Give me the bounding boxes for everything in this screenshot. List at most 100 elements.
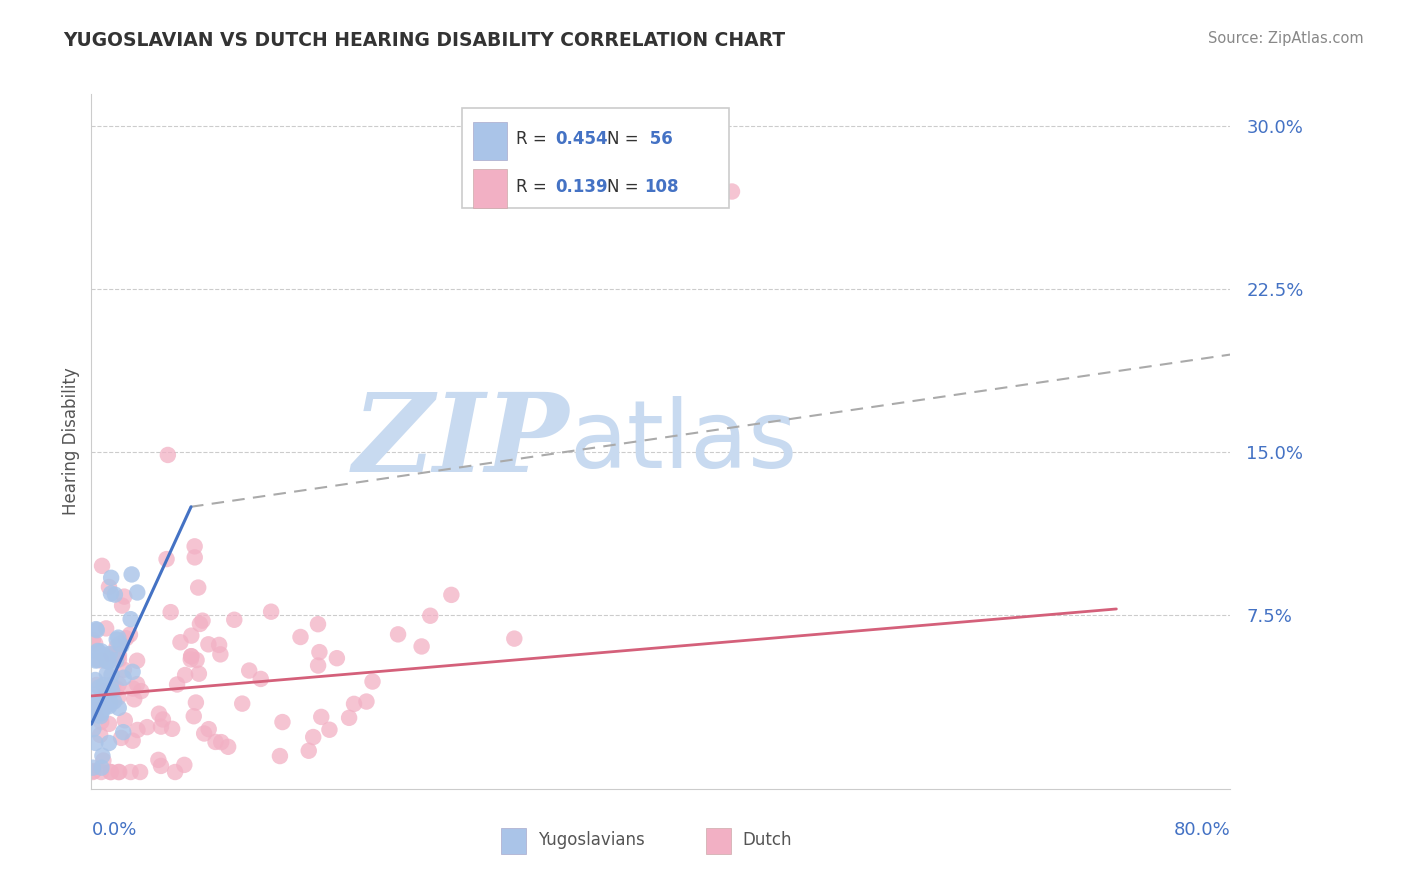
Point [110, 639, 132, 653]
Point [165, 764, 187, 780]
Point [120, 612, 142, 626]
Point [112, 663, 135, 677]
Text: atlas: atlas [569, 395, 799, 488]
Text: Source: ZipAtlas.com: Source: ZipAtlas.com [1208, 31, 1364, 46]
Point [180, 649, 202, 664]
Point [105, 640, 128, 654]
Text: N =: N = [607, 130, 644, 148]
Point [197, 722, 219, 736]
Point [148, 753, 170, 767]
Point [100, 586, 122, 600]
Point [82, 632, 104, 647]
Point [193, 726, 215, 740]
Point [87, 681, 110, 695]
Point [83, 764, 105, 778]
Point [90, 764, 112, 780]
Point [84, 622, 107, 636]
Point [93, 754, 115, 768]
Point [82, 703, 104, 717]
Point [127, 723, 149, 737]
Point [90, 714, 112, 729]
Point [108, 652, 131, 666]
Point [98, 647, 121, 661]
Point [169, 635, 191, 649]
Point [318, 723, 340, 737]
Point [84, 707, 107, 722]
Point [90, 644, 112, 658]
Point [183, 709, 205, 723]
Point [160, 722, 183, 736]
Point [104, 588, 127, 602]
Point [98, 736, 121, 750]
Point [93, 678, 115, 692]
Point [97, 580, 120, 594]
Point [97, 717, 120, 731]
Point [82, 722, 104, 736]
Point [107, 701, 129, 715]
Point [83, 701, 105, 715]
Point [107, 631, 129, 645]
Point [150, 759, 173, 773]
Point [269, 749, 291, 764]
Text: 80.0%: 80.0% [1174, 821, 1230, 838]
Point [91, 694, 114, 708]
Text: 56: 56 [644, 130, 672, 148]
Point [108, 637, 131, 651]
Point [105, 632, 128, 647]
Text: YUGOSLAVIAN VS DUTCH HEARING DISABILITY CORRELATION CHART: YUGOSLAVIAN VS DUTCH HEARING DISABILITY … [63, 31, 786, 50]
Point [197, 637, 219, 651]
Point [121, 665, 143, 679]
Point [90, 761, 112, 775]
Point [107, 764, 129, 780]
Point [89, 706, 111, 720]
Point [90, 697, 112, 711]
Point [86, 644, 108, 658]
Point [82, 764, 104, 780]
Point [125, 677, 148, 691]
Point [91, 748, 114, 763]
Point [188, 617, 211, 632]
Point [337, 711, 360, 725]
Point [208, 638, 231, 652]
Point [356, 694, 378, 708]
Point [82, 761, 104, 775]
Point [260, 605, 283, 619]
Point [166, 677, 188, 691]
Text: 0.454: 0.454 [555, 130, 607, 148]
Point [136, 720, 159, 734]
Point [180, 649, 202, 664]
Point [152, 713, 174, 727]
Point [118, 627, 141, 641]
Point [187, 581, 209, 595]
Point [100, 764, 122, 780]
Point [84, 653, 107, 667]
Text: 0.0%: 0.0% [91, 821, 136, 838]
Point [105, 653, 128, 667]
Point [326, 651, 349, 665]
Point [183, 539, 205, 553]
Point [87, 645, 110, 659]
Point [309, 710, 332, 724]
Point [110, 731, 132, 745]
Point [97, 655, 120, 669]
Point [150, 720, 173, 734]
Point [89, 697, 111, 711]
Point [108, 648, 131, 662]
Point [103, 694, 125, 708]
Point [112, 590, 135, 604]
Text: N =: N = [607, 178, 644, 196]
Point [186, 653, 208, 667]
Text: Dutch: Dutch [742, 831, 793, 849]
Point [100, 668, 122, 682]
Point [98, 695, 121, 709]
Point [84, 636, 107, 650]
Point [86, 623, 108, 637]
Point [121, 733, 143, 747]
Point [105, 681, 128, 696]
Point [96, 650, 118, 665]
Point [361, 674, 384, 689]
Point [721, 185, 744, 199]
Point [387, 627, 409, 641]
Point [121, 567, 143, 582]
Point [238, 664, 260, 678]
